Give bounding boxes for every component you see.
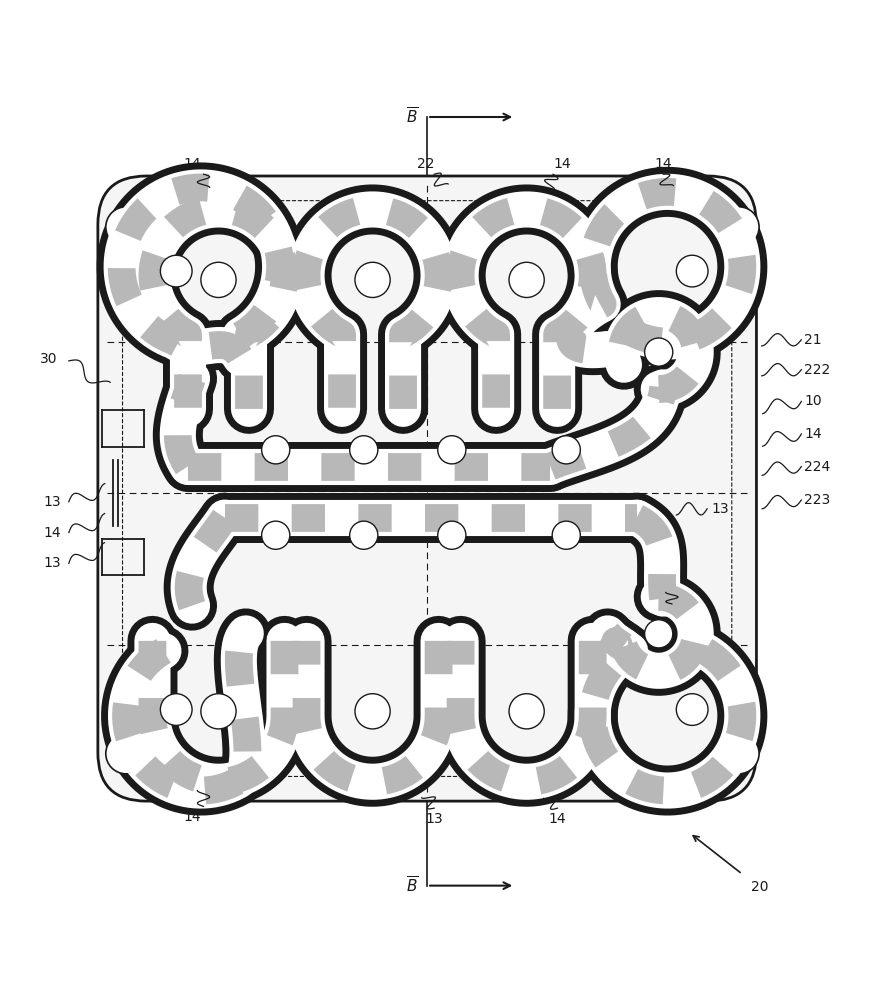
- Text: 14: 14: [804, 427, 821, 441]
- Text: 30: 30: [40, 352, 58, 366]
- Text: $\overline{B}$: $\overline{B}$: [406, 107, 418, 127]
- Text: 222: 222: [804, 363, 830, 377]
- Circle shape: [105, 733, 146, 774]
- Circle shape: [509, 694, 544, 729]
- Circle shape: [552, 521, 580, 549]
- Text: 30: 30: [672, 607, 689, 621]
- Text: 224: 224: [804, 460, 830, 474]
- Circle shape: [509, 262, 544, 297]
- Text: 10: 10: [804, 394, 821, 408]
- Circle shape: [160, 255, 192, 287]
- Text: 14: 14: [654, 157, 672, 171]
- Text: 13: 13: [425, 812, 443, 826]
- Circle shape: [438, 521, 466, 549]
- FancyBboxPatch shape: [97, 176, 757, 801]
- Circle shape: [160, 694, 192, 725]
- Text: 13: 13: [43, 495, 61, 509]
- Text: 14: 14: [183, 157, 201, 171]
- Text: 14: 14: [548, 812, 566, 826]
- Text: $\overline{B}$: $\overline{B}$: [406, 876, 418, 896]
- Circle shape: [645, 338, 672, 366]
- Circle shape: [350, 436, 377, 464]
- Circle shape: [719, 207, 759, 247]
- Circle shape: [261, 521, 290, 549]
- Text: 20: 20: [751, 880, 769, 894]
- Text: 21: 21: [804, 333, 821, 347]
- Circle shape: [645, 620, 672, 648]
- Circle shape: [676, 694, 708, 725]
- Text: 22: 22: [416, 157, 434, 171]
- Circle shape: [676, 255, 708, 287]
- Text: 223: 223: [804, 493, 830, 507]
- Circle shape: [350, 521, 377, 549]
- Circle shape: [105, 207, 146, 247]
- Text: 14: 14: [43, 526, 61, 540]
- Circle shape: [261, 436, 290, 464]
- Text: 13: 13: [43, 556, 61, 570]
- Circle shape: [201, 262, 236, 297]
- Circle shape: [438, 436, 466, 464]
- Circle shape: [552, 436, 580, 464]
- Circle shape: [719, 733, 759, 774]
- Text: 13: 13: [711, 502, 729, 516]
- Text: 14: 14: [553, 157, 571, 171]
- Circle shape: [201, 694, 236, 729]
- Circle shape: [355, 694, 390, 729]
- Text: 14: 14: [183, 810, 201, 824]
- Circle shape: [355, 262, 390, 297]
